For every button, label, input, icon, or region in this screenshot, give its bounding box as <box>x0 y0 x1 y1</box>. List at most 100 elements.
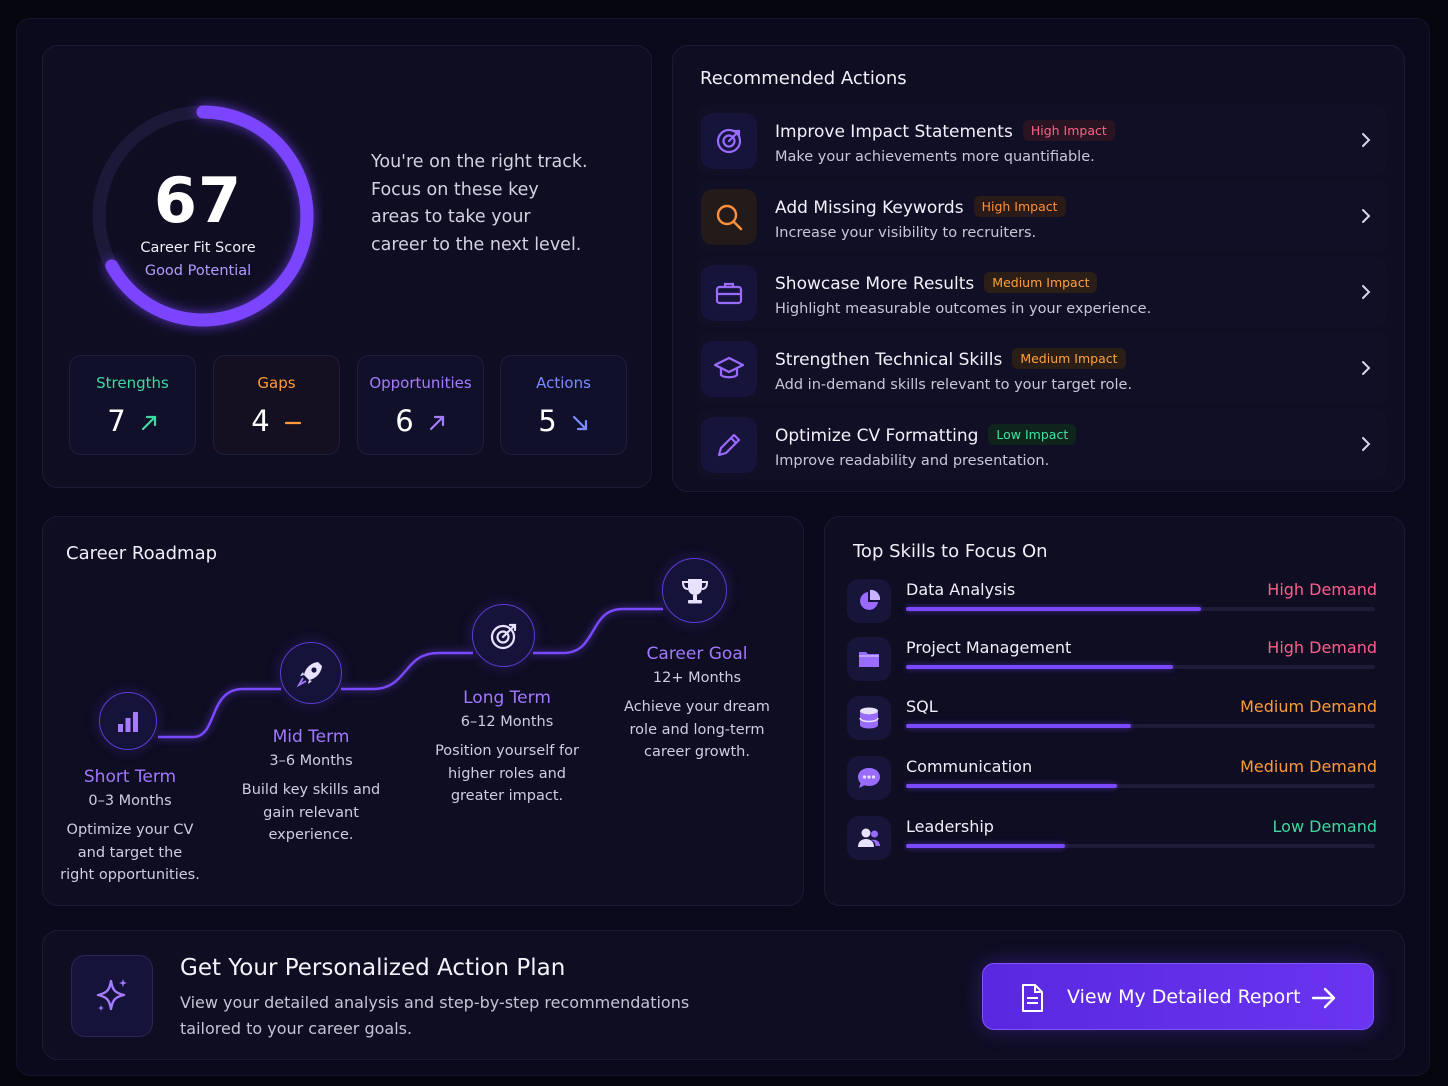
action-title: Add Missing Keywords <box>775 198 964 218</box>
stage-node-career-goal[interactable] <box>662 558 727 623</box>
skill-item[interactable]: Project Management High Demand <box>847 637 1377 687</box>
stage-short-term: Short Term 0–3 Months Optimize your CV a… <box>45 767 215 887</box>
action-desc: Make your achievements more quantifiable… <box>775 149 1095 165</box>
stage-desc: Build key skills and gain relevant exper… <box>241 782 381 843</box>
stage-node-mid-term[interactable] <box>280 642 342 704</box>
target-icon <box>701 113 757 169</box>
skill-progress-fill <box>906 607 1202 611</box>
impact-badge: Medium Impact <box>984 272 1098 293</box>
pie-chart-icon <box>847 579 891 623</box>
stage-mid-term: Mid Term 3–6 Months Build key skills and… <box>226 727 396 847</box>
target-icon <box>490 623 516 649</box>
stage-name: Mid Term <box>272 727 350 747</box>
action-item[interactable]: Strengthen Technical Skills Medium Impact… <box>697 333 1387 403</box>
career-score-card: 6 7 Career Fit Score Good Potential You'r… <box>42 45 652 488</box>
stage-name: Career Goal <box>646 644 748 664</box>
stage-name: Short Term <box>83 767 177 787</box>
stat-value: 5 <box>538 404 557 438</box>
skill-progress-track <box>906 844 1375 848</box>
view-report-label: View My Detailed Report <box>1067 986 1301 1008</box>
graduation-cap-icon <box>701 341 757 397</box>
skill-progress-fill <box>906 724 1132 728</box>
action-desc: Improve readability and presentation. <box>775 453 1050 469</box>
stat-value: 7 <box>107 404 126 438</box>
document-icon <box>1022 984 1043 1012</box>
skill-item[interactable]: SQL Medium Demand <box>847 696 1377 746</box>
stat-label: Strengths <box>96 374 169 392</box>
action-item[interactable]: Optimize CV Formatting Low Impact Improve… <box>697 409 1387 479</box>
sparkle-icon <box>71 955 153 1037</box>
bar-chart-icon <box>118 712 138 732</box>
score-message: You're on the right track. Focus on thes… <box>371 152 588 255</box>
chevron-right-icon <box>1362 133 1371 147</box>
skill-progress-fill <box>906 784 1118 788</box>
roadmap-title: Career Roadmap <box>66 543 218 564</box>
stage-desc: Achieve your dream role and long-term ca… <box>624 699 770 760</box>
stat-label: Opportunities <box>369 374 472 392</box>
action-item[interactable]: Improve Impact Statements High Impact Mak… <box>697 105 1387 175</box>
chevron-right-icon <box>1362 209 1371 223</box>
action-item[interactable]: Showcase More Results Medium Impact Highl… <box>697 257 1387 327</box>
database-icon <box>847 696 891 740</box>
stage-career-goal: Career Goal 12+ Months Achieve your drea… <box>612 644 782 764</box>
stage-range: 6–12 Months <box>460 714 554 730</box>
search-icon <box>701 189 757 245</box>
action-title: Strengthen Technical Skills <box>775 350 1003 370</box>
skill-name: Data Analysis <box>906 580 1016 599</box>
action-plan-banner: Get Your Personalized Action Plan View y… <box>42 930 1405 1060</box>
skill-item[interactable]: Communication Medium Demand <box>847 756 1377 806</box>
stat-value: 6 <box>395 404 414 438</box>
stage-desc: Optimize your CV and target the right op… <box>60 822 200 883</box>
rocket-icon <box>296 662 322 688</box>
stat-opportunities[interactable]: Opportunities 6 <box>357 355 484 455</box>
users-icon <box>847 816 891 860</box>
skill-progress-fill <box>906 844 1066 848</box>
skill-demand: Medium Demand <box>1240 697 1377 716</box>
impact-badge: Medium Impact <box>1012 348 1126 369</box>
chevron-right-icon <box>1362 285 1371 299</box>
skill-progress-track <box>906 724 1375 728</box>
skill-demand: High Demand <box>1267 580 1377 599</box>
skill-demand: Low Demand <box>1272 817 1377 836</box>
skill-progress-track <box>906 607 1375 611</box>
skill-item[interactable]: Leadership Low Demand <box>847 816 1377 866</box>
stage-node-short-term[interactable] <box>99 692 157 750</box>
action-item[interactable]: Add Missing Keywords High Impact Increase… <box>697 181 1387 251</box>
impact-badge: High Impact <box>973 196 1066 217</box>
cta-title: Get Your Personalized Action Plan <box>180 955 566 981</box>
stat-label: Gaps <box>257 374 296 392</box>
trend-flat-icon <box>284 421 301 425</box>
skill-demand: Medium Demand <box>1240 757 1377 776</box>
stage-node-long-term[interactable] <box>472 604 535 667</box>
top-skills-card: Top Skills to Focus On Data Analysis Hig… <box>824 516 1405 906</box>
stat-gaps[interactable]: Gaps 4 <box>213 355 340 455</box>
skill-progress-fill <box>906 665 1174 669</box>
impact-badge: High Impact <box>1022 120 1115 141</box>
trend-down-icon <box>572 415 587 431</box>
action-desc: Add in-demand skills relevant to your ta… <box>775 377 1133 393</box>
arrow-right-icon <box>1311 987 1336 1009</box>
trend-up-icon <box>141 415 156 431</box>
pencil-icon <box>701 417 757 473</box>
folder-icon <box>847 637 891 681</box>
score-gauge <box>92 105 314 327</box>
score-sublabel: Good Potential <box>144 263 252 279</box>
stat-actions[interactable]: Actions 5 <box>500 355 627 455</box>
stat-value: 4 <box>251 404 270 438</box>
skill-name: Leadership <box>906 817 994 836</box>
recommended-actions-card: Recommended Actions Improve Impact State… <box>672 45 1405 492</box>
action-title: Improve Impact Statements <box>775 122 1013 142</box>
impact-badge: Low Impact <box>988 424 1077 445</box>
chat-bubble-icon <box>847 756 891 800</box>
skill-item[interactable]: Data Analysis High Demand <box>847 579 1377 629</box>
action-title: Showcase More Results <box>775 274 975 294</box>
stage-range: 3–6 Months <box>269 753 353 769</box>
cta-description: View your detailed analysis and step-by-… <box>180 993 690 1038</box>
skill-name: Project Management <box>906 638 1072 657</box>
stage-range: 0–3 Months <box>88 793 172 809</box>
skill-demand: High Demand <box>1267 638 1377 657</box>
skill-progress-track <box>906 784 1375 788</box>
score-label: Career Fit Score <box>140 240 256 256</box>
stat-strengths[interactable]: Strengths 7 <box>69 355 196 455</box>
view-report-button[interactable]: View My Detailed Report <box>982 963 1374 1030</box>
